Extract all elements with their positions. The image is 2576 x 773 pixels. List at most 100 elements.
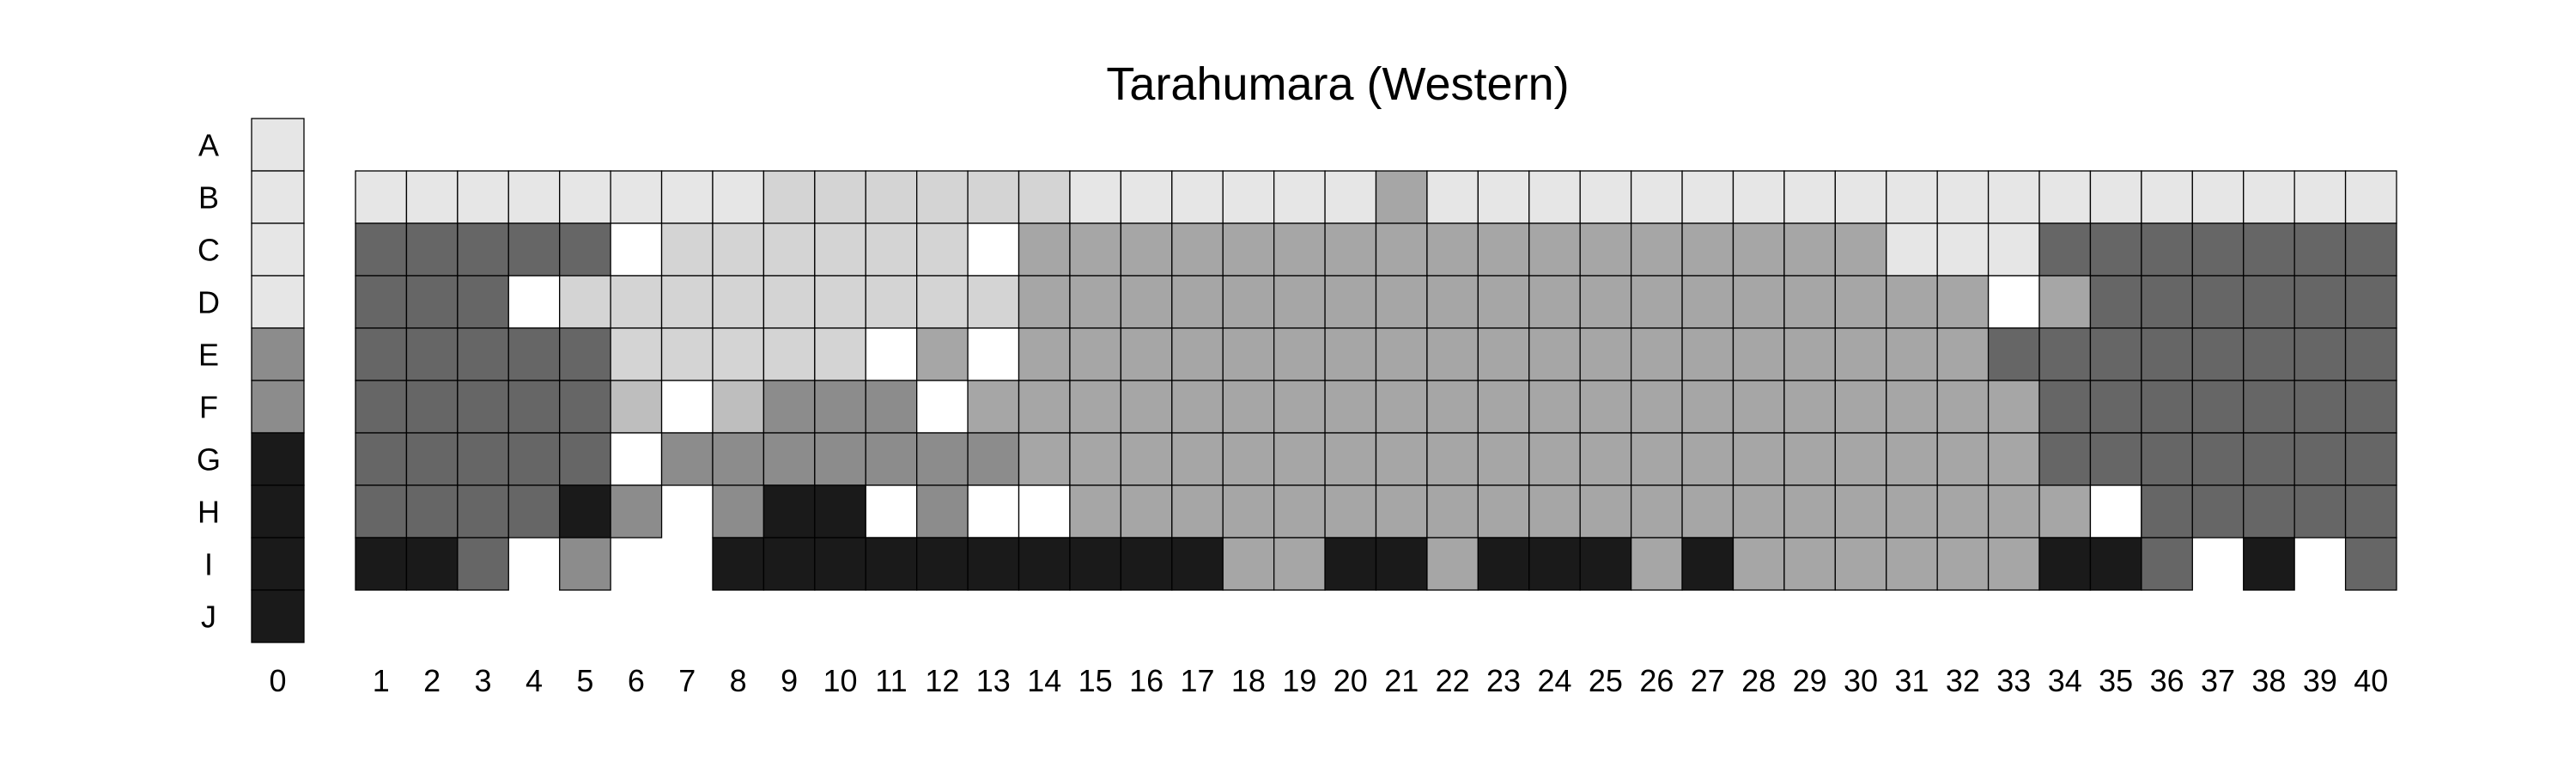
cell-19-c xyxy=(1273,222,1326,277)
cell-40-c xyxy=(2344,222,2397,277)
cell-12-h xyxy=(916,484,969,539)
cell-25-d xyxy=(1579,275,1632,329)
cell-5-g xyxy=(559,432,611,486)
cell-8-g xyxy=(712,432,765,486)
cell-23-i xyxy=(1477,537,1530,591)
cell-27-g xyxy=(1681,432,1735,486)
cell-35-d xyxy=(2089,275,2142,329)
cell-26-d xyxy=(1630,275,1683,329)
cell-19-e xyxy=(1273,327,1326,381)
cell-28-c xyxy=(1732,222,1785,277)
row-label-d: D xyxy=(197,285,220,320)
cell-9-d xyxy=(762,275,816,329)
cell-3-f xyxy=(457,380,509,434)
cell-4-d xyxy=(507,275,561,329)
cell-27-c xyxy=(1681,222,1735,277)
cell-3-g xyxy=(457,432,509,486)
key-cell-j xyxy=(251,589,305,643)
cell-15-c xyxy=(1069,222,1122,277)
cell-12-e xyxy=(916,327,969,381)
cell-39-b xyxy=(2293,170,2347,224)
cell-28-g xyxy=(1732,432,1785,486)
cell-15-g xyxy=(1069,432,1122,486)
cell-18-d xyxy=(1222,275,1275,329)
cell-12-i xyxy=(916,537,969,591)
cell-13-d xyxy=(967,275,1020,329)
cell-6-d xyxy=(610,275,663,329)
cell-30-b xyxy=(1834,170,1887,224)
cell-24-i xyxy=(1528,537,1581,591)
cell-6-f xyxy=(610,380,663,434)
column-label-6: 6 xyxy=(628,663,645,698)
cell-17-d xyxy=(1171,275,1224,329)
cell-26-g xyxy=(1630,432,1683,486)
cell-22-e xyxy=(1426,327,1479,381)
cell-11-c xyxy=(865,222,918,277)
cell-36-g xyxy=(2141,432,2193,486)
cell-14-f xyxy=(1018,380,1071,434)
cell-12-c xyxy=(916,222,969,277)
cell-15-b xyxy=(1069,170,1122,224)
cell-7-c xyxy=(660,222,714,277)
row-label-e: E xyxy=(198,338,219,373)
cell-34-g xyxy=(2038,432,2092,486)
cell-25-h xyxy=(1579,484,1632,539)
column-label-14: 14 xyxy=(1027,663,1061,698)
column-label-17: 17 xyxy=(1180,663,1214,698)
cell-10-d xyxy=(814,275,866,329)
cell-13-g xyxy=(967,432,1020,486)
cell-17-b xyxy=(1171,170,1224,224)
column-label-28: 28 xyxy=(1741,663,1776,698)
cell-14-e xyxy=(1018,327,1071,381)
cell-25-e xyxy=(1579,327,1632,381)
column-label-7: 7 xyxy=(678,663,696,698)
cell-30-f xyxy=(1834,380,1887,434)
cell-16-i xyxy=(1120,537,1173,591)
column-label-32: 32 xyxy=(1946,663,1980,698)
cell-18-h xyxy=(1222,484,1275,539)
cell-17-f xyxy=(1171,380,1224,434)
cell-31-d xyxy=(1886,275,1938,329)
cell-16-c xyxy=(1120,222,1173,277)
cell-7-f xyxy=(660,380,714,434)
cell-35-e xyxy=(2089,327,2142,381)
cell-18-f xyxy=(1222,380,1275,434)
cell-22-b xyxy=(1426,170,1479,224)
cell-35-g xyxy=(2089,432,2142,486)
cell-25-c xyxy=(1579,222,1632,277)
cell-20-f xyxy=(1324,380,1377,434)
cell-29-f xyxy=(1783,380,1836,434)
cell-29-h xyxy=(1783,484,1836,539)
cell-1-d xyxy=(355,275,408,329)
cell-19-d xyxy=(1273,275,1326,329)
cell-15-h xyxy=(1069,484,1122,539)
column-label-36: 36 xyxy=(2150,663,2184,698)
cell-18-e xyxy=(1222,327,1275,381)
column-label-35: 35 xyxy=(2099,663,2133,698)
cell-21-f xyxy=(1375,380,1428,434)
cell-25-b xyxy=(1579,170,1632,224)
cell-4-h xyxy=(507,484,561,539)
cell-19-g xyxy=(1273,432,1326,486)
cell-19-f xyxy=(1273,380,1326,434)
cell-19-h xyxy=(1273,484,1326,539)
cell-11-b xyxy=(865,170,918,224)
row-label-g: G xyxy=(197,442,221,478)
cell-38-f xyxy=(2243,380,2295,434)
cell-40-f xyxy=(2344,380,2397,434)
cell-40-g xyxy=(2344,432,2397,486)
cell-11-g xyxy=(865,432,918,486)
cell-29-i xyxy=(1783,537,1836,591)
cell-3-d xyxy=(457,275,509,329)
cell-32-f xyxy=(1936,380,1990,434)
cell-14-c xyxy=(1018,222,1071,277)
cell-7-g xyxy=(660,432,714,486)
cell-30-e xyxy=(1834,327,1887,381)
cell-33-d xyxy=(1987,275,2040,329)
column-label-39: 39 xyxy=(2303,663,2337,698)
cell-21-i xyxy=(1375,537,1428,591)
cell-39-f xyxy=(2293,380,2347,434)
cell-33-c xyxy=(1987,222,2040,277)
cell-2-e xyxy=(405,327,459,381)
